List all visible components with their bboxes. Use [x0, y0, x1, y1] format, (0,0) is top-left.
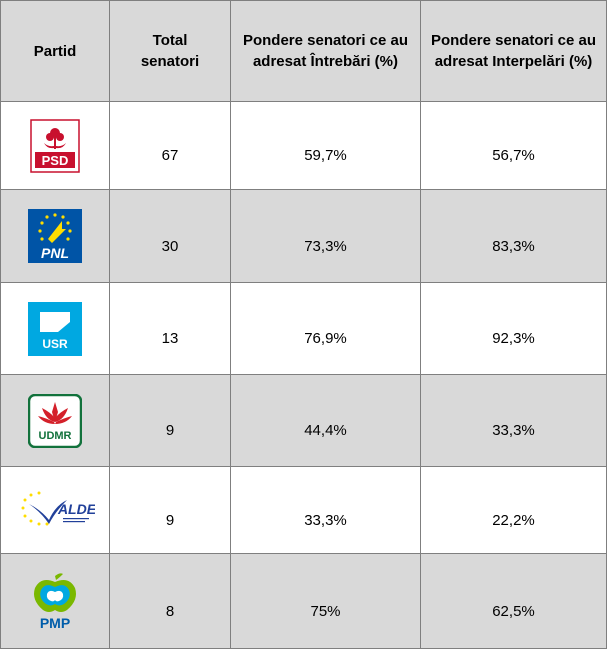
interpellations-cell: 56,7% [420, 101, 607, 190]
header-questions: Pondere senatori ce au adresat Întrebări… [230, 0, 421, 102]
stars-arrow-icon [38, 213, 72, 243]
interpellations-cell: 92,3% [420, 282, 607, 375]
table-row: UDMR 9 44,4% 33,3% [0, 374, 607, 467]
total-cell: 67 [109, 101, 231, 190]
rose-icon [44, 127, 66, 149]
header-row: Partid Total senatori Pondere senatori c… [0, 0, 607, 102]
party-logo-pnl: PNL [0, 189, 110, 283]
tulip-icon [38, 401, 72, 424]
svg-text:ALDE: ALDE [57, 501, 95, 517]
table-row: ALDE 9 33,3% 22,2% [0, 466, 607, 554]
usr-logo: USR [28, 301, 82, 356]
party-logo-pmp: PMP [0, 553, 110, 649]
total-cell: 30 [109, 189, 231, 283]
party-logo-udmr: UDMR [0, 374, 110, 467]
svg-text:PMP: PMP [40, 615, 70, 631]
table-row: PMP 8 75% 62,5% [0, 553, 607, 649]
apple-icon [34, 573, 76, 612]
header-party: Partid [0, 0, 110, 102]
table-row: PSD 67 59,7% 56,7% [0, 101, 607, 190]
questions-cell: 73,3% [230, 189, 421, 283]
questions-cell: 75% [230, 553, 421, 649]
party-logo-psd: PSD [0, 101, 110, 190]
interpellations-cell: 83,3% [420, 189, 607, 283]
interpellations-cell: 62,5% [420, 553, 607, 649]
party-logo-usr: USR [0, 282, 110, 375]
table-row: PNL 30 73,3% 83,3% [0, 189, 607, 283]
svg-text:PSD: PSD [42, 153, 69, 168]
total-cell: 9 [109, 374, 231, 467]
pnl-logo: PNL [28, 209, 82, 263]
interpellations-cell: 33,3% [420, 374, 607, 467]
psd-logo: PSD [30, 118, 80, 173]
questions-cell: 59,7% [230, 101, 421, 190]
interpellations-cell: 22,2% [420, 466, 607, 554]
questions-cell: 33,3% [230, 466, 421, 554]
bird-icon [29, 500, 67, 524]
questions-cell: 76,9% [230, 282, 421, 375]
total-cell: 8 [109, 553, 231, 649]
total-cell: 13 [109, 282, 231, 375]
svg-text:PNL: PNL [41, 245, 69, 261]
header-total: Total senatori [109, 0, 231, 102]
total-cell: 9 [109, 466, 231, 554]
table-row: USR 13 76,9% 92,3% [0, 282, 607, 375]
party-logo-alde: ALDE [0, 466, 110, 554]
stars-ring-icon [21, 491, 49, 526]
alde-logo: ALDE [21, 491, 95, 526]
svg-text:UDMR: UDMR [39, 430, 72, 442]
udmr-logo: UDMR [28, 393, 82, 448]
questions-cell: 44,4% [230, 374, 421, 467]
header-interpellations: Pondere senatori ce au adresat Interpelă… [420, 0, 607, 102]
pmp-logo: PMP [34, 573, 76, 631]
flag-shape-icon [40, 311, 70, 332]
svg-text:USR: USR [42, 337, 68, 351]
